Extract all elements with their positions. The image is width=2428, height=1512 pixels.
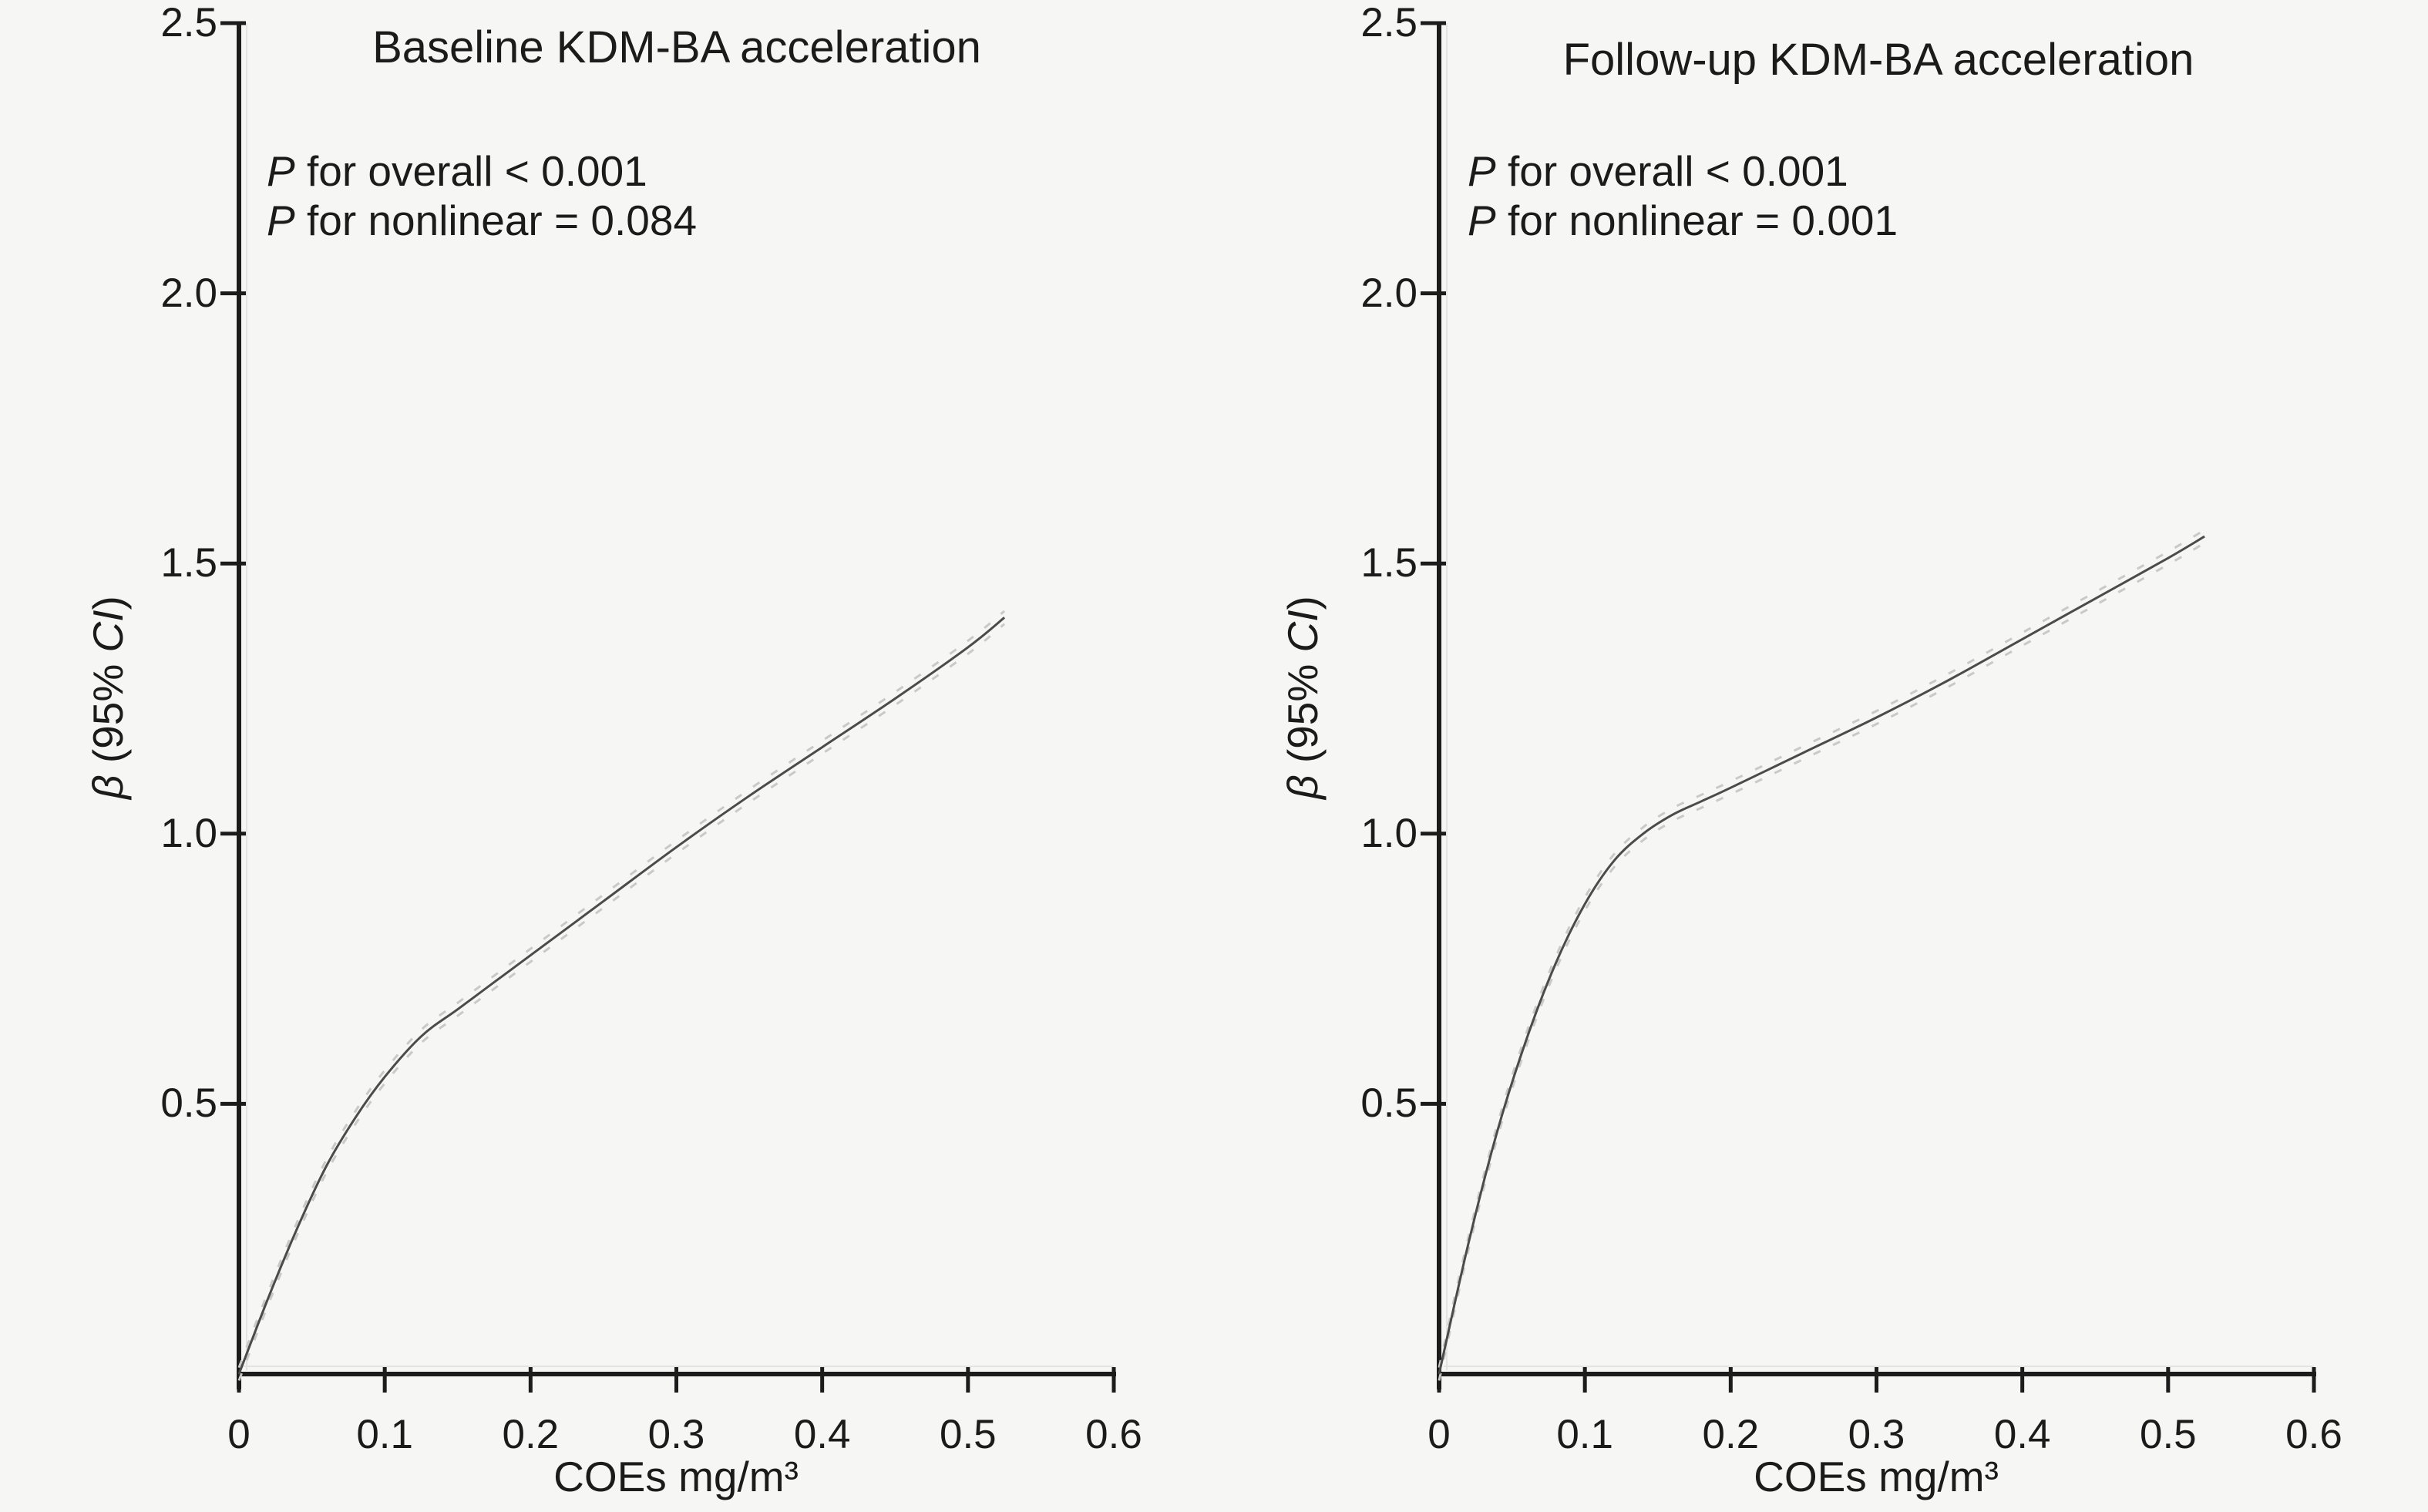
x-tick-label: 0 [1428, 1412, 1451, 1457]
y-tick-label: 1.5 [160, 540, 217, 586]
x-tick-label: 0.3 [1848, 1412, 1905, 1457]
chart-title-followup: Follow-up KDM-BA acceleration [1562, 35, 2194, 85]
ci-label: CI [1279, 610, 1327, 653]
x-tick-label: 0.6 [1085, 1412, 1142, 1457]
x-tick-label: 0.4 [1993, 1412, 2051, 1457]
ci-upper-line [1438, 529, 2205, 1368]
y-tick-label: 1.0 [160, 810, 217, 856]
y-tick-label: 1.0 [1360, 810, 1417, 856]
x-tick-label: 0.1 [356, 1412, 413, 1457]
beta-symbol: β [84, 774, 132, 799]
x-tick-label: 0.5 [2139, 1412, 2197, 1457]
y-axis-title: β (95% CI) [84, 596, 132, 799]
chart-title-baseline: Baseline KDM-BA acceleration [372, 22, 981, 72]
x-axis-title: COEs mg/m³ [1754, 1453, 1999, 1500]
ci-lower-line [1438, 542, 2205, 1381]
p-nonlinear-annotation: P for nonlinear = 0.084 [267, 196, 697, 245]
p-nonlinear-annotation: P for nonlinear = 0.001 [1468, 196, 1898, 245]
p-symbol: P [267, 147, 295, 195]
x-tick-label: 0.6 [2285, 1412, 2342, 1457]
p-symbol: P [1468, 197, 1496, 244]
p-overall-text: for overall < 0.001 [294, 147, 647, 195]
y-tick-label: 2.5 [1360, 0, 1417, 45]
x-axis-title: COEs mg/m³ [553, 1453, 799, 1500]
p-nonlinear-text: for nonlinear = 0.001 [1495, 197, 1898, 244]
y-tick-label: 2.0 [1360, 270, 1417, 316]
p-overall-text: for overall < 0.001 [1495, 147, 1848, 195]
p-symbol: P [1468, 147, 1496, 195]
y-tick-label: 2.0 [160, 270, 217, 316]
x-tick-label: 0.3 [647, 1412, 705, 1457]
x-tick-label: 0.2 [502, 1412, 560, 1457]
beta-symbol: β [1279, 774, 1327, 799]
y-tick-label: 0.5 [1360, 1080, 1417, 1127]
x-tick-label: 0.5 [939, 1412, 997, 1457]
p-overall-annotation: P for overall < 0.001 [1468, 146, 1848, 196]
spline-curve [237, 617, 1006, 1375]
spline-curve [1438, 535, 2205, 1375]
p-symbol: P [267, 197, 295, 244]
p-overall-annotation: P for overall < 0.001 [267, 146, 647, 196]
y-tick-label: 0.5 [160, 1080, 217, 1127]
x-tick-label: 0 [227, 1412, 251, 1457]
y-tick-label: 1.5 [1360, 540, 1417, 586]
ci-lower-line [237, 623, 1006, 1381]
ci-upper-line [237, 610, 1006, 1369]
y-axis-title: β (95% CI) [1279, 596, 1327, 799]
p-nonlinear-text: for nonlinear = 0.084 [294, 197, 698, 244]
y-tick-label: 2.5 [160, 0, 217, 45]
x-tick-label: 0.4 [793, 1412, 851, 1457]
ci-label: CI [84, 610, 132, 653]
x-tick-label: 0.1 [1556, 1412, 1613, 1457]
x-tick-label: 0.2 [1702, 1412, 1760, 1457]
